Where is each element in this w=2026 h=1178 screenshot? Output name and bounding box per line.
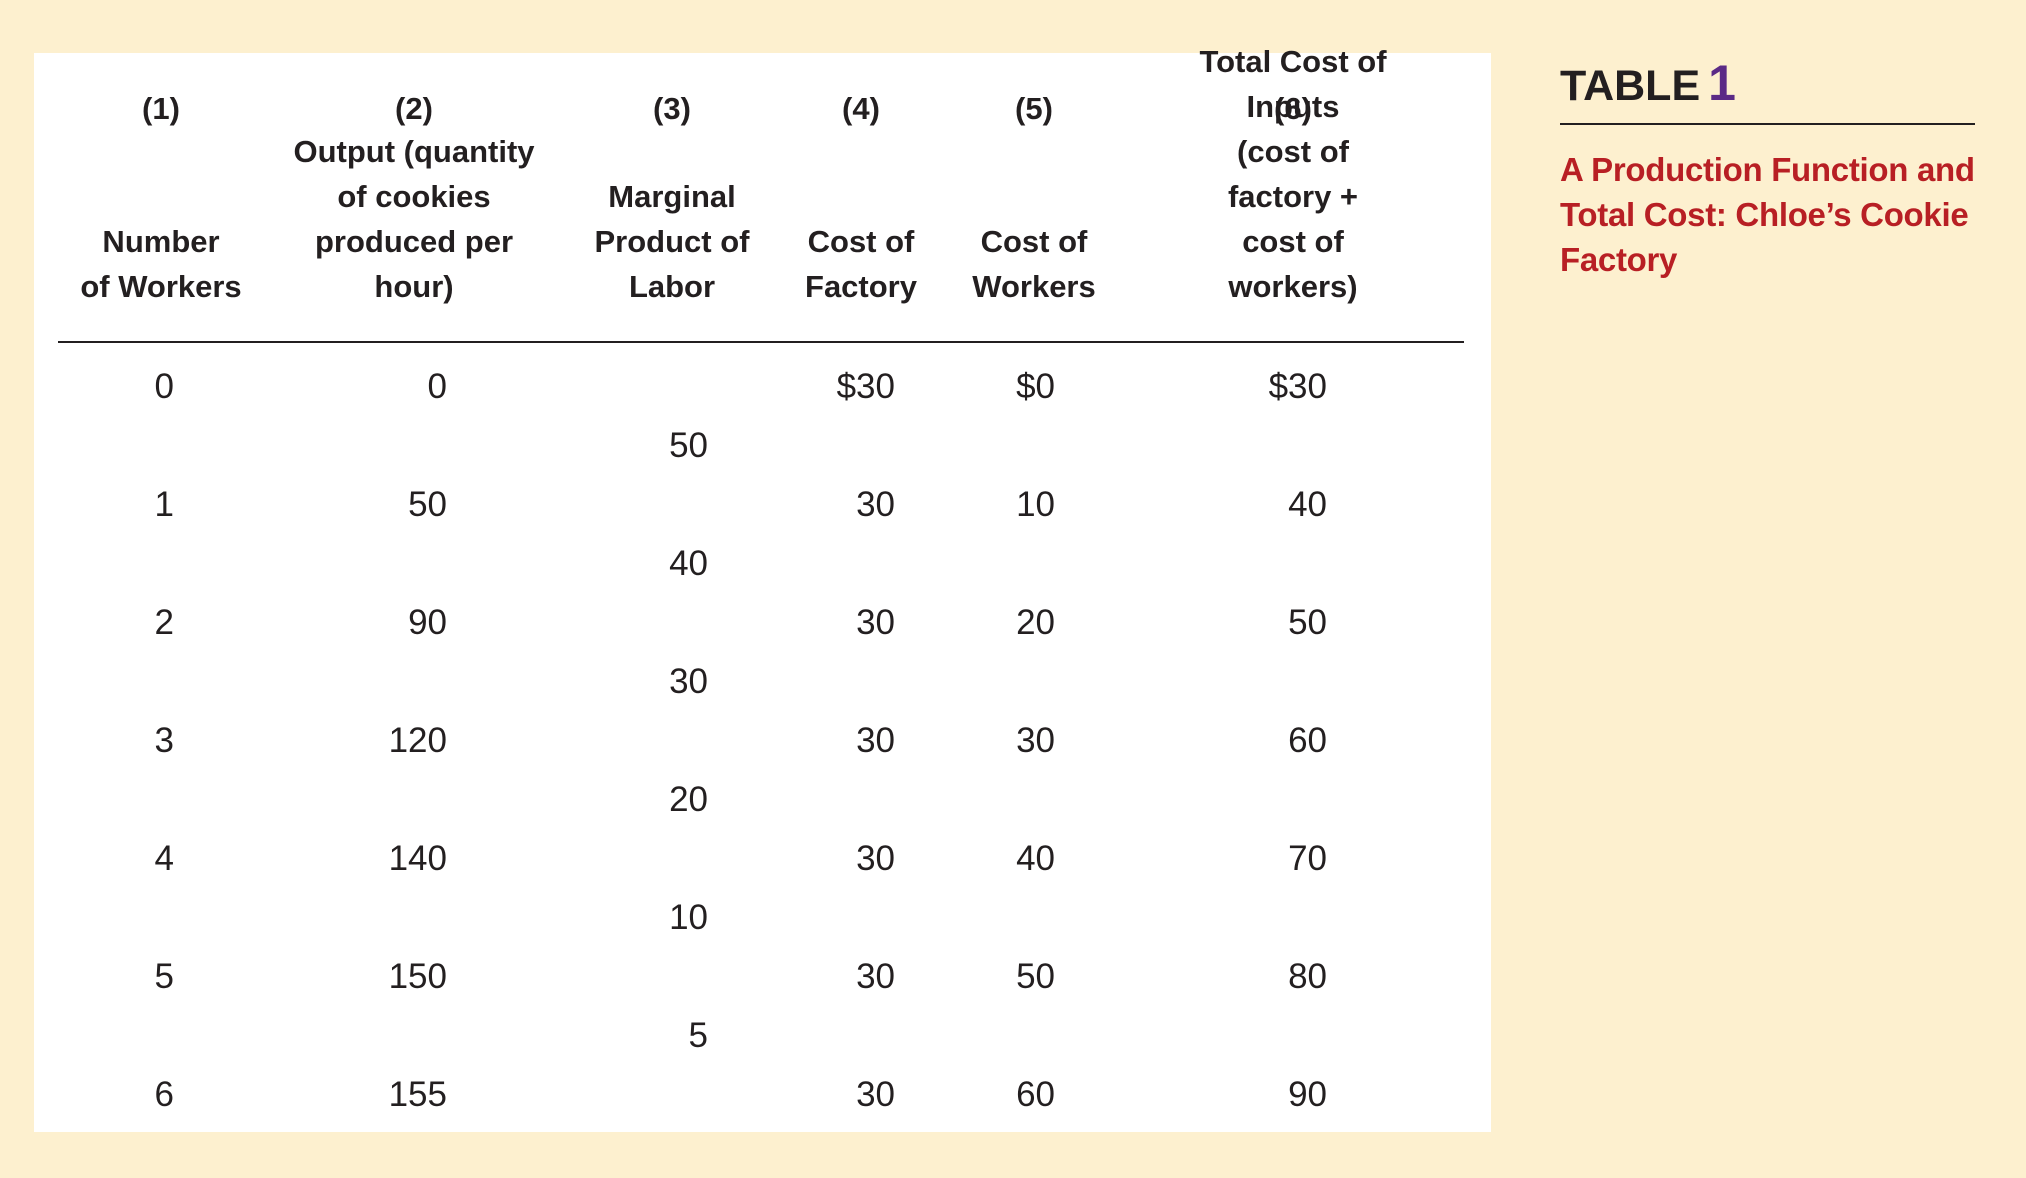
cell-output-row-1: 50: [408, 485, 447, 524]
cell-workers-cost-row-2: 20: [1016, 603, 1055, 642]
cell-workers-cost-row-0: $0: [1016, 367, 1055, 406]
cell-output-row-3: 120: [388, 721, 447, 760]
cell-total-cost-row-0: $30: [1268, 367, 1327, 406]
table-caption: A Production Function and Total Cost: Ch…: [1560, 151, 1975, 278]
cell-total-cost-row-3: 60: [1288, 721, 1327, 760]
cell-output-row-6: 155: [388, 1075, 447, 1114]
cell-total-cost-row-4: 70: [1288, 839, 1327, 878]
cell-workers-row-1: 1: [154, 485, 174, 524]
column-header-1: Number of Workers: [80, 224, 242, 304]
cell-workers-cost-row-5: 50: [1016, 957, 1055, 996]
cell-workers-cost-row-6: 60: [1016, 1075, 1055, 1114]
cell-workers-row-3: 3: [154, 721, 174, 760]
cell-workers-cost-row-4: 40: [1016, 839, 1055, 878]
cell-factory-cost-row-2: 30: [856, 603, 895, 642]
cell-output-row-0: 0: [427, 367, 447, 406]
column-header-4: Cost of Factory: [805, 224, 917, 304]
cell-workers-row-5: 5: [154, 957, 174, 996]
cell-factory-cost-row-6: 30: [856, 1075, 895, 1114]
column-header-6: Total Cost of Inputs (cost of factory + …: [1199, 44, 1387, 304]
cell-workers-cost-row-1: 10: [1016, 485, 1055, 524]
cell-factory-cost-row-4: 30: [856, 839, 895, 878]
column-number-1: (1): [142, 91, 180, 126]
cell-workers-cost-row-3: 30: [1016, 721, 1055, 760]
cell-workers-row-4: 4: [154, 839, 174, 878]
cell-output-row-2: 90: [408, 603, 447, 642]
column-number-3: (3): [653, 91, 691, 126]
cell-total-cost-row-6: 90: [1288, 1075, 1327, 1114]
cell-factory-cost-row-0: $30: [836, 367, 895, 406]
table-title-number: 1: [1708, 55, 1736, 111]
header-rule: [58, 341, 1464, 343]
cell-marginal-product-1: 40: [669, 544, 708, 583]
table-title: TABLE 1: [1560, 58, 1975, 111]
cell-factory-cost-row-1: 30: [856, 485, 895, 524]
cell-marginal-product-5: 5: [688, 1016, 708, 1055]
cell-workers-row-0: 0: [154, 367, 174, 406]
table-panel: (1) (2) (3) (4) (5) (6) Number of Workers Outp…: [34, 44, 1491, 1132]
cell-factory-cost-row-5: 30: [856, 957, 895, 996]
cell-total-cost-row-2: 50: [1288, 603, 1327, 642]
cell-marginal-product-4: 10: [669, 898, 708, 937]
cell-marginal-product-0: 50: [669, 426, 708, 465]
cell-output-row-5: 150: [388, 957, 447, 996]
column-header-3: Marginal Product of Labor: [594, 179, 750, 304]
column-header-5: Cost of Workers: [972, 224, 1096, 304]
column-number-4: (4): [842, 91, 880, 126]
cell-total-cost-row-1: 40: [1288, 485, 1327, 524]
cell-marginal-product-2: 30: [669, 662, 708, 701]
column-header-2: Output (quantity of cookies produced per…: [293, 134, 535, 304]
cell-factory-cost-row-3: 30: [856, 721, 895, 760]
column-number-2: (2): [395, 91, 433, 126]
caption-rule: [1560, 123, 1975, 125]
cell-marginal-product-3: 20: [669, 780, 708, 819]
cell-workers-row-6: 6: [154, 1075, 174, 1114]
table-caption-block: TABLE 1 A Production Function and Total C…: [1560, 58, 1975, 282]
cell-output-row-4: 140: [388, 839, 447, 878]
table-title-label: TABLE: [1560, 62, 1701, 110]
column-number-5: (5): [1015, 91, 1053, 126]
cell-workers-row-2: 2: [154, 603, 174, 642]
column-number-6: (6): [1274, 91, 1312, 126]
cell-total-cost-row-5: 80: [1288, 957, 1327, 996]
